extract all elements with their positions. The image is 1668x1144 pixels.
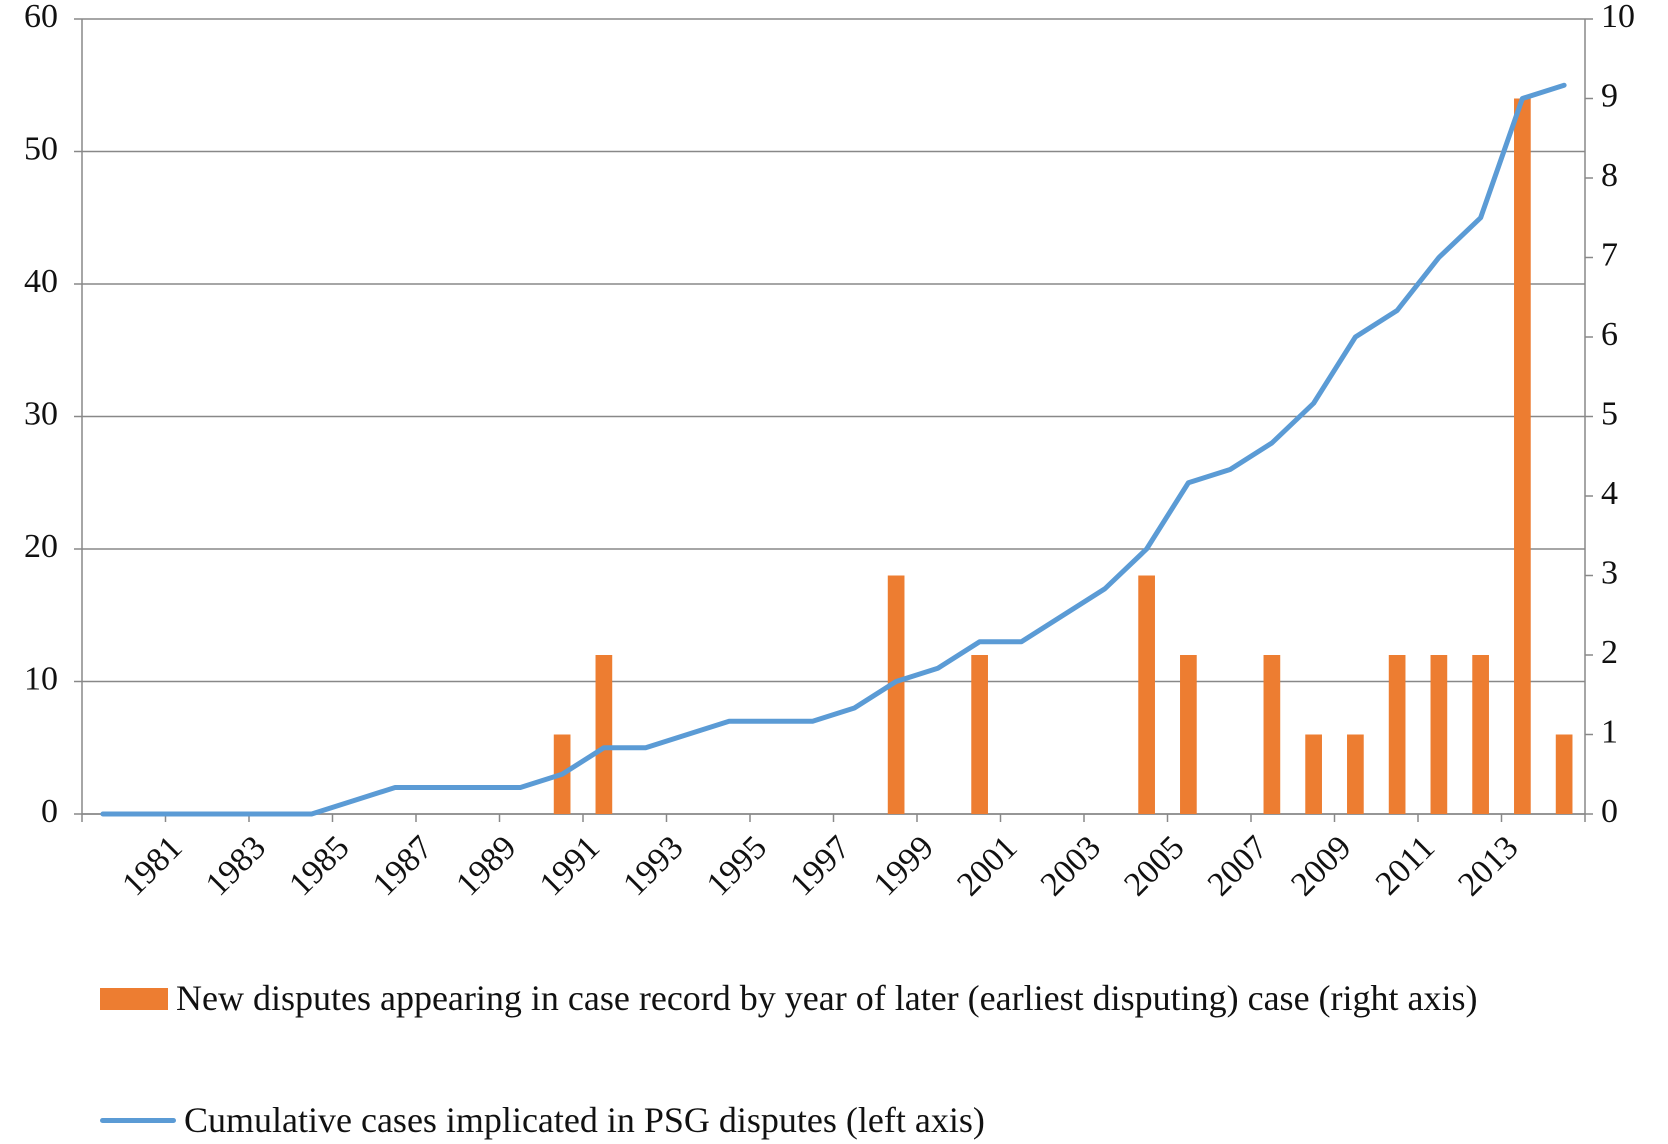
y2-tick-label: 2 xyxy=(1601,634,1618,671)
bar xyxy=(1138,575,1155,814)
bar xyxy=(1555,734,1573,814)
y2-tick-label: 3 xyxy=(1601,554,1618,591)
bar xyxy=(1430,655,1448,814)
y-tick-label: 50 xyxy=(24,130,58,167)
x-tick-label: 2003 xyxy=(1034,829,1108,903)
y-tick-label: 40 xyxy=(24,263,58,300)
bar xyxy=(595,655,613,814)
bar xyxy=(1263,655,1281,814)
x-tick-label: 1987 xyxy=(366,829,440,903)
x-tick-label: 1981 xyxy=(115,829,189,903)
y2-tick-label: 8 xyxy=(1601,157,1618,194)
y2-tick-label: 10 xyxy=(1601,0,1635,35)
legend-swatch xyxy=(100,988,168,1010)
x-tick-label: 1999 xyxy=(867,829,941,903)
x-tick-label: 2009 xyxy=(1284,829,1358,903)
x-tick-label: 1991 xyxy=(533,829,607,903)
x-tick-label: 1993 xyxy=(616,829,690,903)
bar xyxy=(1472,655,1489,814)
x-tick-label: 2011 xyxy=(1369,829,1442,902)
bar xyxy=(971,655,988,814)
x-tick-label: 1989 xyxy=(449,829,523,903)
x-tick-label: 2001 xyxy=(950,829,1024,903)
bar xyxy=(1514,98,1531,814)
y-tick-label: 0 xyxy=(41,793,58,830)
legend-swatch xyxy=(100,1118,176,1123)
y2-tick-label: 0 xyxy=(1601,793,1618,830)
y-tick-label: 30 xyxy=(24,395,58,432)
y2-tick-label: 1 xyxy=(1601,713,1618,750)
legend-label: New disputes appearing in case record by… xyxy=(176,978,1478,1018)
x-tick-label: 1995 xyxy=(700,829,774,903)
y2-tick-label: 5 xyxy=(1601,395,1618,432)
legend-item: New disputes appearing in case record by… xyxy=(100,978,1556,1018)
x-tick-label: 2013 xyxy=(1451,829,1525,903)
legend-item: Cumulative cases implicated in PSG dispu… xyxy=(100,1100,1564,1140)
legend-label: Cumulative cases implicated in PSG dispu… xyxy=(184,1100,985,1140)
y-tick-label: 60 xyxy=(24,0,58,35)
y2-tick-label: 9 xyxy=(1601,77,1618,114)
bar xyxy=(1180,655,1197,814)
y2-tick-label: 4 xyxy=(1601,475,1618,512)
bar xyxy=(1347,734,1364,814)
y-tick-label: 10 xyxy=(24,660,58,697)
x-tick-label: 2005 xyxy=(1117,829,1191,903)
bar xyxy=(887,575,905,814)
x-tick-label: 2007 xyxy=(1201,829,1275,903)
line xyxy=(100,82,1567,817)
y2-tick-label: 7 xyxy=(1601,236,1618,273)
y-tick-label: 20 xyxy=(24,528,58,565)
x-tick-label: 1997 xyxy=(783,829,857,903)
bar xyxy=(1388,655,1406,814)
bar xyxy=(1305,734,1322,814)
y2-tick-label: 6 xyxy=(1601,316,1618,353)
x-tick-label: 1983 xyxy=(199,829,273,903)
x-tick-label: 1985 xyxy=(282,829,356,903)
